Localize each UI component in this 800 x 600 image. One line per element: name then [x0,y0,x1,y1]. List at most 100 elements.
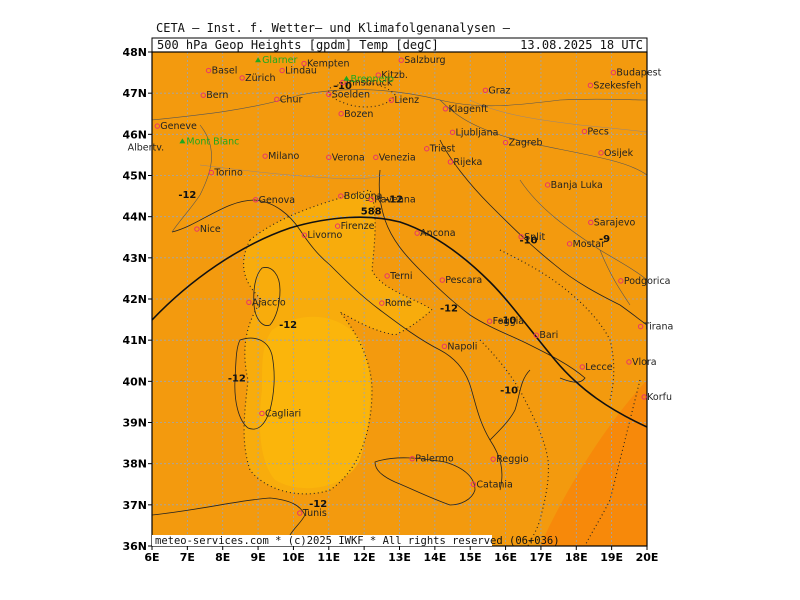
city-marker [490,456,496,462]
contour-label: -12 [228,373,246,384]
city-marker [208,169,215,176]
city-label: Graz [488,85,510,96]
city-label: Genova [259,195,295,206]
sardinia [234,337,275,430]
city-label: Chur [280,94,303,105]
city-label: Ravenna [374,194,416,205]
contour-label: -10 [500,386,518,397]
city-label: Split [524,232,545,243]
city-marker [579,364,585,370]
city-label: Pecs [587,126,608,137]
footer-bar [152,535,492,546]
city-marker [194,226,200,232]
lon-tick-label: 14E [423,551,446,564]
city-label: Nice [200,224,221,235]
lat-tick-label: 41N [122,334,147,347]
city-label: Szekesfeh [593,80,641,91]
lon-tick-label: 16E [494,551,517,564]
city-marker [154,123,161,129]
lon-tick-label: 15E [459,551,482,564]
po-river [199,164,386,180]
city-label: Ajaccio [252,297,286,308]
rivers [199,99,647,180]
city-marker [301,232,308,238]
lat-tick-label: 45N [122,170,147,183]
city-label: Budapest [616,68,661,79]
calabria-coast [489,369,531,441]
city-label: Pescara [445,275,482,286]
city-label: Podgorica [624,276,671,287]
city-marker [262,153,268,159]
city-marker [502,139,509,146]
city-marker [239,75,245,81]
valid-time: 13.08.2025 18 UTC [520,38,643,52]
city-marker [379,300,385,306]
city-marker [449,129,456,135]
city-marker [252,197,259,203]
city-label: Bari [539,330,558,341]
city-marker [340,79,346,86]
city-label: Innsbruck [346,77,393,88]
lat-tick-label: 36N [122,540,147,553]
city-label: Osijek [604,148,634,159]
contour-label: 588 [361,207,382,218]
tunisia-coast [152,497,306,546]
city-marker [326,91,332,98]
city-label: Napoli [447,341,477,352]
city-marker [246,299,252,305]
city-marker [637,323,644,330]
contour-label: -12 [279,320,297,331]
city-marker [424,146,430,152]
contour-label: -12 [385,194,403,205]
city-marker [200,92,206,98]
city-marker [338,111,344,117]
city-label: Tunis [302,508,327,519]
lat-tick-label: 38N [122,458,147,471]
isotherm-minus12-core [243,189,433,495]
city-marker [641,394,647,400]
city-marker [486,318,493,324]
product-label: 500 hPa Geop Heights [gpdm] Temp [degC] [157,38,439,52]
city-label: Reggio [496,454,529,465]
city-labels: Kempten Salzburg Basel Lindau Zürich Kitzb.In… [128,55,674,519]
city-marker [441,343,448,350]
city-marker [368,196,374,203]
city-marker [279,67,285,74]
city-label: Ancona [420,228,455,239]
mountain-marker [343,75,350,81]
city-label: Bozen [344,109,373,120]
balkan-coast [439,139,647,326]
city-marker [414,230,420,236]
italy-east-coast [378,169,586,383]
corsica [253,267,281,326]
slovenia-croatia-border [439,99,647,176]
city-marker [297,510,303,516]
city-marker [587,82,594,89]
sicily [374,457,476,506]
city-marker [338,193,344,199]
contour-label: -10 [498,316,516,327]
city-marker [274,96,280,103]
mountain-label: Brennero [350,74,394,85]
city-label: Kempten [307,59,349,70]
city-label: Torino [213,168,243,179]
drava-river [469,99,647,133]
city-marker [626,359,632,365]
map-field [152,52,647,546]
city-marker [373,154,379,161]
city-marker [544,182,551,188]
city-label: Basel [212,66,238,77]
lon-tick-label: 18E [565,551,588,564]
city-marker [618,278,624,284]
city-marker [581,128,588,135]
place-label: Albertv. [128,143,165,154]
city-label: Zagreb [509,138,543,149]
city-label: Kitzb. [381,70,408,81]
lat-lon-grid [152,52,647,546]
lon-tick-label: 12E [353,551,376,564]
mountain-marker [255,57,262,63]
contour-label: -10 [520,235,538,246]
coastlines [152,139,647,546]
lat-tick-label: 39N [122,417,147,430]
lon-tick-label: 17E [530,551,553,564]
